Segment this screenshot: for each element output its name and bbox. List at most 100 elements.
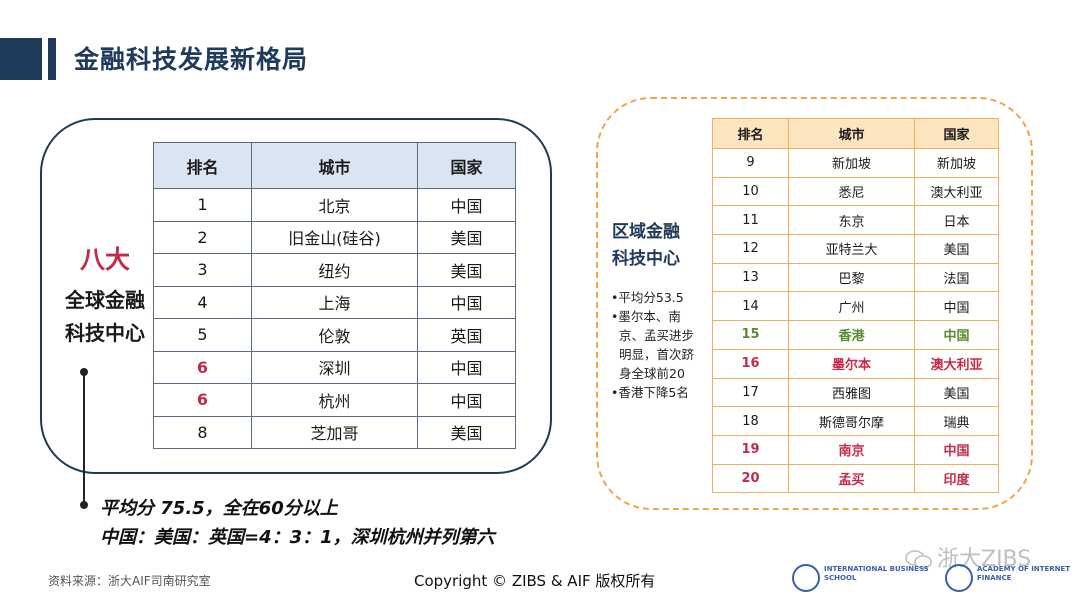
rank-cell: 1: [153, 188, 252, 222]
rank-cell: 9: [712, 148, 789, 178]
table-row: 13 巴黎 法国: [712, 262, 999, 293]
country-cell: 中国: [417, 383, 516, 417]
city-cell: 香港: [788, 320, 915, 350]
top8-frame: [40, 118, 552, 474]
table-row: 14 广州 中国: [712, 291, 999, 322]
table-row: 1 北京 中国: [153, 188, 516, 222]
country-cell: 美国: [914, 234, 999, 264]
rank-cell: 11: [712, 205, 789, 236]
table-header: 国家: [417, 142, 516, 189]
country-cell: 中国: [914, 291, 999, 322]
city-cell: 亚特兰大: [788, 234, 915, 264]
table-row: 15 香港 中国: [712, 320, 999, 350]
regional-notes: •平均分53.5 •墨尔本、南京、孟买进步明显，首次跻身全球前20 •香港下降5…: [611, 288, 703, 402]
country-cell: 澳大利亚: [914, 348, 999, 379]
note-item: •平均分53.5: [611, 290, 684, 305]
rank-cell: 16: [712, 348, 789, 379]
rank-cell: 3: [153, 253, 252, 287]
city-cell: 墨尔本: [788, 348, 915, 379]
city-cell: 杭州: [251, 383, 418, 417]
rank-cell: 4: [153, 285, 252, 319]
country-cell: 中国: [417, 350, 516, 384]
table-header: 城市: [788, 118, 915, 149]
city-cell: 孟买: [788, 463, 915, 494]
table-row: 16 墨尔本 澳大利亚: [712, 348, 999, 379]
table-header: 国家: [914, 118, 999, 149]
rank-cell: 6: [153, 383, 252, 417]
header-bar: [0, 38, 42, 80]
copyright-text: Copyright © ZIBS & AIF 版权所有: [414, 572, 656, 590]
table-row: 3 纽约 美国: [153, 253, 516, 287]
city-cell: 伦敦: [251, 318, 418, 352]
country-cell: 美国: [914, 377, 999, 408]
city-cell: 上海: [251, 285, 418, 319]
top8-label-line2: 全球金融: [65, 288, 145, 312]
country-cell: 澳大利亚: [914, 176, 999, 207]
note-item: •香港下降5名: [611, 385, 689, 400]
country-cell: 中国: [914, 320, 999, 350]
city-cell: 北京: [251, 188, 418, 222]
country-cell: 印度: [914, 463, 999, 494]
table-row: 8 芝加哥 美国: [153, 415, 516, 449]
city-cell: 巴黎: [788, 262, 915, 293]
rank-cell: 10: [712, 176, 789, 207]
country-cell: 中国: [914, 434, 999, 465]
aif-logo-icon: [945, 564, 973, 592]
zibs-logo: INTERNATIONAL BUSINESS SCHOOL: [824, 565, 929, 582]
country-cell: 英国: [417, 318, 516, 352]
table-row: 6 深圳 中国: [153, 350, 516, 384]
summary-line-2: 中国：美国：英国=4：3：1，深圳杭州并列第六: [100, 527, 495, 548]
table-header: 排名: [712, 118, 789, 149]
rank-cell: 13: [712, 262, 789, 293]
table-row: 18 斯德哥尔摩 瑞典: [712, 406, 999, 436]
table-row: 9 新加坡 新加坡: [712, 148, 999, 178]
table-row: 10 悉尼 澳大利亚: [712, 176, 999, 207]
zibs-logo-icon: [792, 564, 820, 592]
rank-cell: 6: [153, 350, 252, 384]
city-cell: 旧金山(硅谷): [251, 220, 418, 254]
wechat-icon: [905, 550, 932, 569]
rank-cell: 5: [153, 318, 252, 352]
city-cell: 南京: [788, 434, 915, 465]
table-header: 排名: [153, 142, 252, 189]
regional-title-line1: 区域金融: [612, 222, 680, 242]
page-title: 金融科技发展新格局: [74, 45, 309, 74]
rank-cell: 14: [712, 291, 789, 322]
header-bar-accent: [48, 38, 56, 80]
city-cell: 新加坡: [788, 148, 915, 178]
table-row: 6 杭州 中国: [153, 383, 516, 417]
regional-frame: [596, 97, 1033, 510]
city-cell: 广州: [788, 291, 915, 322]
rank-cell: 2: [153, 220, 252, 254]
rank-cell: 18: [712, 406, 789, 436]
note-item: •墨尔本、南京、孟买进步明显，首次跻身全球前20: [611, 309, 695, 381]
city-cell: 东京: [788, 205, 915, 236]
table-row: 5 伦敦 英国: [153, 318, 516, 352]
table-row: 2 旧金山(硅谷) 美国: [153, 220, 516, 254]
country-cell: 日本: [914, 205, 999, 236]
city-cell: 西雅图: [788, 377, 915, 408]
country-cell: 瑞典: [914, 406, 999, 436]
connector-line: [83, 372, 85, 505]
table-row: 17 西雅图 美国: [712, 377, 999, 408]
table-row: 20 孟买 印度: [712, 463, 999, 494]
summary-line-1: 平均分 75.5，全在60分以上: [100, 498, 338, 519]
country-cell: 美国: [417, 220, 516, 254]
country-cell: 新加坡: [914, 148, 999, 178]
table-row: 11 东京 日本: [712, 205, 999, 236]
city-cell: 芝加哥: [251, 415, 418, 449]
country-cell: 中国: [417, 285, 516, 319]
country-cell: 中国: [417, 188, 516, 222]
table-header: 城市: [251, 142, 418, 189]
country-cell: 美国: [417, 253, 516, 287]
table-row: 4 上海 中国: [153, 285, 516, 319]
rank-cell: 17: [712, 377, 789, 408]
rank-cell: 20: [712, 463, 789, 494]
rank-cell: 8: [153, 415, 252, 449]
country-cell: 法国: [914, 262, 999, 293]
regional-title-line2: 科技中心: [612, 249, 680, 269]
table-row: 12 亚特兰大 美国: [712, 234, 999, 264]
country-cell: 美国: [417, 415, 516, 449]
regional-table: 排名 城市 国家 9 新加坡 新加坡 10 悉尼 澳大利亚 11 东京 日本 12 亚特兰大美…: [712, 118, 999, 494]
